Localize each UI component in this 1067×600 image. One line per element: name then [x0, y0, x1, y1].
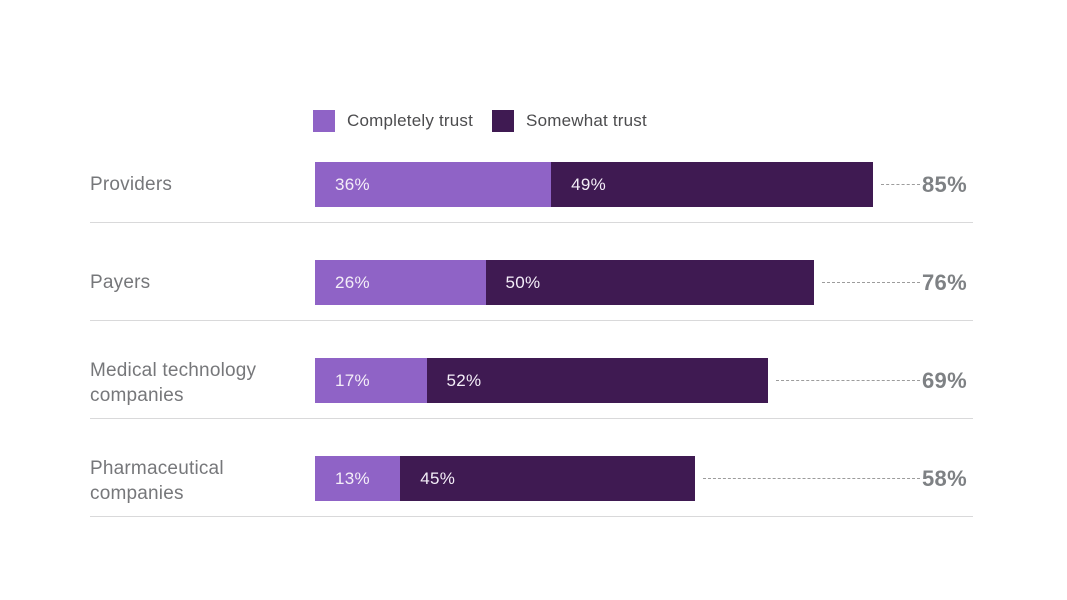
category-label: Medical technology companies	[90, 360, 257, 406]
bar-track: 13% 45% 58%	[315, 456, 1015, 501]
segment-value: 50%	[505, 273, 541, 292]
total-value: 76%	[922, 270, 967, 295]
bar-segment-completely-trust: 26%	[315, 260, 486, 305]
connector-dashed-line	[703, 478, 920, 479]
category-label: Payers	[90, 272, 151, 293]
connector-dashed-line	[775, 380, 920, 381]
row-separator	[90, 418, 973, 419]
bar-track: 26% 50% 76%	[315, 260, 1015, 305]
bar-segment-somewhat-trust: 50%	[485, 260, 814, 305]
total-value: 85%	[922, 172, 967, 197]
segment-value: 17%	[335, 371, 370, 390]
segment-value: 49%	[571, 175, 607, 194]
legend-swatch-somewhat-trust	[492, 110, 515, 132]
category-label: Providers	[90, 174, 173, 195]
chart-row-payers: Payers 26% 50% 76%	[0, 260, 1067, 321]
total-value: 69%	[922, 368, 967, 393]
chart-row-medical-technology-companies: Medical technology companies 17% 52% 69%	[0, 358, 1067, 419]
chart-row-pharmaceutical-companies: Pharmaceutical companies 13% 45% 58%	[0, 456, 1067, 517]
chart-legend: Completely trust Somewhat trust	[313, 109, 647, 133]
bar-segment-somewhat-trust: 52%	[426, 358, 768, 403]
segment-value: 45%	[420, 469, 456, 488]
segment-value: 26%	[335, 273, 370, 292]
row-separator	[90, 320, 973, 321]
bar-segment-completely-trust: 17%	[315, 358, 427, 403]
legend-swatch-completely-trust	[313, 110, 335, 132]
row-separator	[90, 516, 973, 517]
category-label: Pharmaceutical companies	[90, 458, 224, 504]
segment-value: 36%	[335, 175, 370, 194]
connector-dashed-line	[821, 282, 920, 283]
total-value: 58%	[922, 466, 967, 491]
bar-segment-somewhat-trust: 49%	[551, 162, 873, 207]
row-separator	[90, 222, 973, 223]
connector-dashed-line	[880, 184, 920, 185]
legend-label-completely-trust: Completely trust	[347, 111, 474, 130]
segment-value: 13%	[335, 469, 370, 488]
chart-row-providers: Providers 36% 49% 85%	[0, 162, 1067, 223]
bar-segment-somewhat-trust: 45%	[400, 456, 696, 501]
bar-track: 36% 49% 85%	[315, 162, 1015, 207]
bar-segment-completely-trust: 36%	[315, 162, 552, 207]
bar-segment-completely-trust: 13%	[315, 456, 401, 501]
segment-value: 52%	[446, 371, 482, 390]
bar-track: 17% 52% 69%	[315, 358, 1015, 403]
legend-label-somewhat-trust: Somewhat trust	[526, 111, 647, 130]
